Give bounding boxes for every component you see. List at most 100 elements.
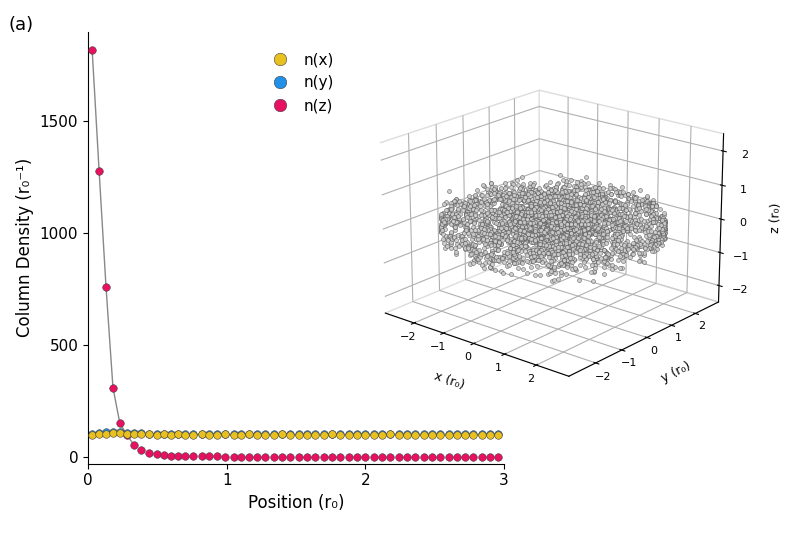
Point — [187, 429, 200, 438]
Point — [458, 430, 471, 439]
Point — [426, 430, 438, 438]
Point — [384, 430, 397, 439]
Point — [359, 453, 372, 461]
Point — [434, 453, 446, 461]
Point — [367, 453, 380, 461]
Point — [93, 429, 106, 437]
Point — [450, 430, 463, 438]
Point — [134, 430, 147, 439]
Point — [250, 453, 263, 461]
Point — [172, 451, 185, 460]
Point — [301, 430, 314, 439]
Point — [227, 430, 240, 438]
Point — [401, 431, 414, 439]
Point — [467, 431, 480, 439]
Point — [392, 453, 405, 461]
Point — [178, 452, 191, 461]
Point — [409, 453, 422, 461]
Point — [142, 449, 155, 457]
Point — [227, 430, 240, 439]
Point — [165, 429, 178, 438]
Point — [426, 453, 438, 461]
Point — [492, 453, 505, 461]
Point — [250, 429, 263, 438]
Point — [334, 430, 346, 439]
Point — [86, 429, 98, 438]
Point — [450, 431, 463, 439]
Point — [350, 430, 363, 439]
Point — [309, 430, 322, 439]
Point — [301, 430, 314, 438]
Point — [158, 430, 170, 439]
Point — [86, 46, 98, 54]
Point — [417, 453, 430, 461]
Point — [267, 453, 280, 461]
Point — [187, 452, 200, 461]
Point — [195, 430, 208, 438]
Point — [165, 431, 178, 439]
Point — [202, 429, 215, 438]
Point — [127, 429, 140, 438]
Point — [475, 453, 488, 461]
Point — [151, 429, 164, 438]
Point — [458, 453, 471, 461]
Point — [121, 430, 134, 438]
Point — [434, 430, 446, 439]
Point — [492, 430, 505, 438]
Point — [375, 430, 388, 439]
Point — [106, 383, 119, 392]
Point — [219, 452, 232, 461]
Point — [375, 430, 388, 438]
Point — [259, 453, 272, 461]
Point — [100, 282, 113, 291]
Point — [106, 427, 119, 436]
X-axis label: Position (r₀): Position (r₀) — [248, 494, 344, 512]
Point — [187, 430, 200, 439]
Point — [401, 430, 414, 438]
Point — [210, 430, 223, 438]
Point — [492, 430, 505, 439]
Point — [114, 429, 126, 438]
Point — [334, 430, 346, 438]
Point — [309, 429, 322, 438]
Point — [276, 453, 289, 461]
Point — [467, 453, 480, 461]
Point — [276, 430, 289, 438]
Point — [442, 430, 455, 438]
Point — [142, 430, 155, 439]
Point — [202, 452, 215, 461]
Point — [234, 453, 247, 461]
Point — [434, 430, 446, 438]
Point — [318, 431, 330, 439]
Point — [158, 430, 170, 438]
Point — [350, 453, 363, 461]
Legend: n(x), n(y), n(z): n(x), n(y), n(z) — [261, 49, 338, 118]
Point — [359, 430, 372, 439]
Point — [450, 453, 463, 461]
Point — [467, 430, 480, 438]
Point — [172, 430, 185, 438]
Point — [106, 429, 119, 437]
Point — [121, 429, 134, 437]
Point — [417, 430, 430, 438]
Point — [484, 453, 497, 461]
Point — [384, 453, 397, 461]
Point — [409, 430, 422, 439]
Point — [318, 430, 330, 438]
Point — [178, 429, 191, 438]
Point — [100, 428, 113, 437]
Point — [227, 453, 240, 461]
Point — [392, 429, 405, 438]
Point — [172, 430, 185, 439]
Point — [202, 430, 215, 439]
Point — [142, 429, 155, 438]
Point — [158, 451, 170, 459]
Point — [284, 429, 297, 438]
Point — [93, 166, 106, 175]
Point — [367, 431, 380, 439]
Point — [259, 430, 272, 439]
Point — [342, 429, 355, 438]
Point — [442, 453, 455, 461]
Point — [417, 430, 430, 439]
Point — [250, 431, 263, 439]
